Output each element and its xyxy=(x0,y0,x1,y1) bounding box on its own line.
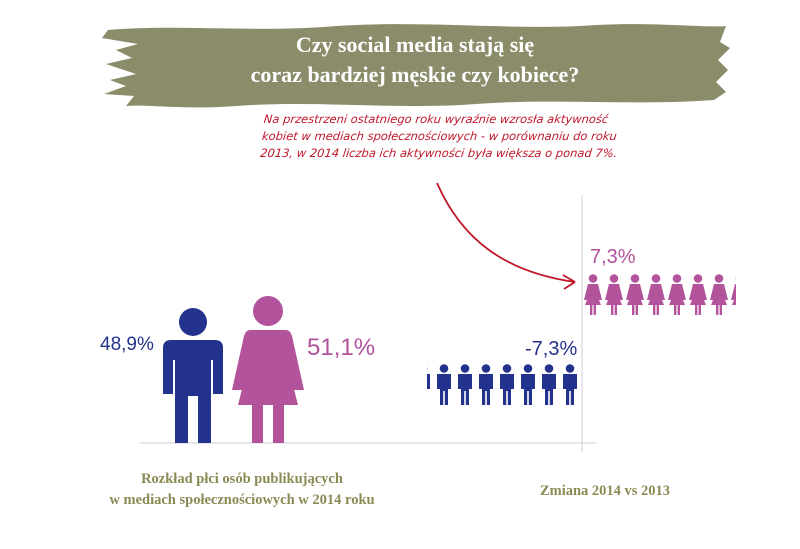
share-caption-line-1: Rozkład płci osób publikujących xyxy=(141,471,343,487)
female-figure-icon xyxy=(253,296,283,326)
male-figure-icon xyxy=(437,364,451,405)
male-share-label: 48,9% xyxy=(100,334,154,355)
male-figure-icon xyxy=(563,364,577,405)
male-change-label: -7,3% xyxy=(525,338,578,360)
male-figure-icon xyxy=(179,308,207,336)
female-figure-icon xyxy=(731,276,736,305)
female-figure-icon xyxy=(626,274,644,315)
male-figure-icon xyxy=(458,364,472,405)
male-figure-icon xyxy=(542,364,556,405)
title-banner xyxy=(102,24,730,108)
female-figure-icon xyxy=(668,274,686,315)
female-figure-icon xyxy=(710,274,728,315)
female-figure-icon xyxy=(689,274,707,315)
chart-title: Czy social media stają się coraz bardzie… xyxy=(160,30,670,90)
female-change-label: 7,3% xyxy=(590,246,636,268)
change-caption: Zmiana 2014 vs 2013 xyxy=(539,483,671,499)
female-change-figures xyxy=(584,274,736,315)
male-figure-large xyxy=(163,308,223,443)
male-change-figures xyxy=(427,364,577,405)
share-caption-line-2: w mediach społecznościowych w 2014 roku xyxy=(109,492,375,508)
female-figure-large xyxy=(232,296,304,443)
title-line-2: coraz bardziej męskie czy kobiece? xyxy=(250,62,580,87)
male-figure-icon xyxy=(479,364,493,405)
female-figure-icon xyxy=(584,274,602,315)
share-caption: Rozkład płci osób publikujących w mediac… xyxy=(82,469,402,511)
title-line-1: Czy social media stają się xyxy=(295,32,535,57)
male-figure-icon xyxy=(427,366,430,405)
female-figure-icon xyxy=(605,274,623,315)
male-figure-icon xyxy=(500,364,514,405)
male-figure-icon xyxy=(521,364,535,405)
female-figure-icon xyxy=(647,274,665,315)
female-share-label: 51,1% xyxy=(307,334,376,361)
